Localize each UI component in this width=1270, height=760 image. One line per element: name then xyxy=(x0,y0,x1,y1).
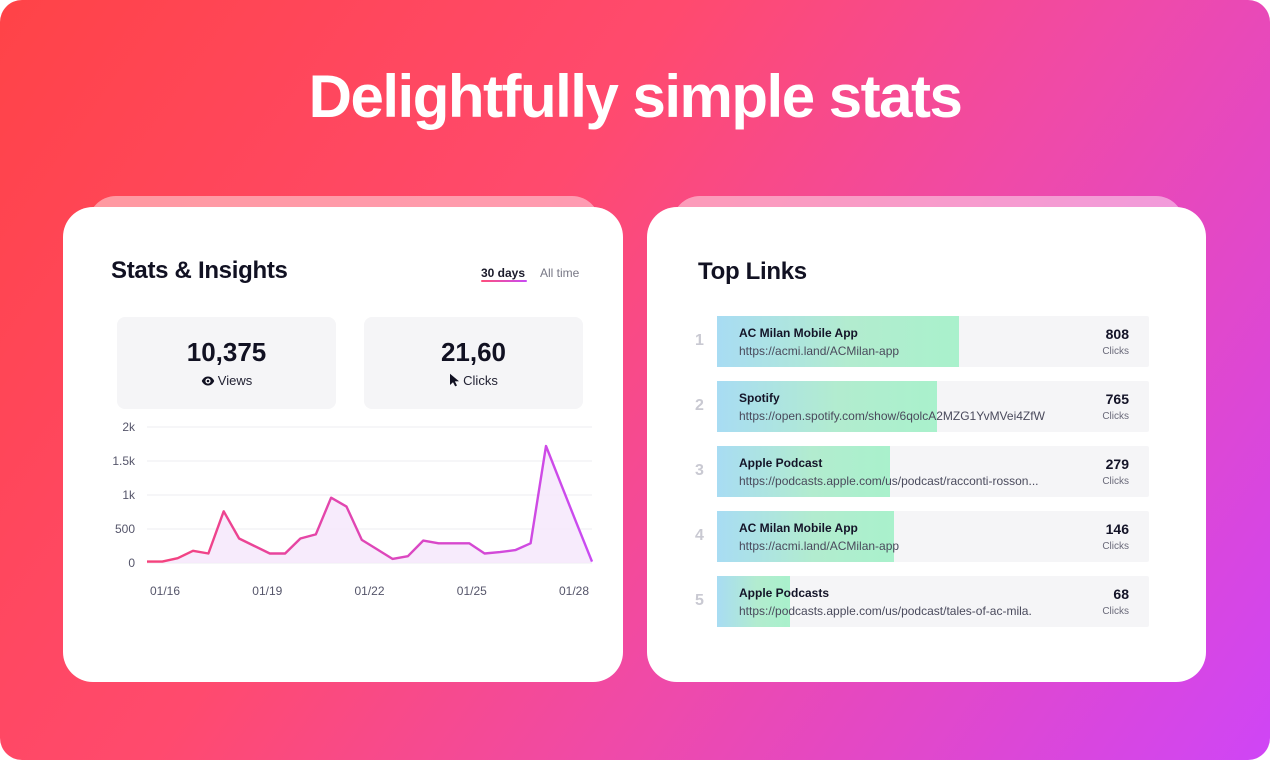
top-link-bar xyxy=(717,446,890,497)
chart-x-tick-label: 01/22 xyxy=(354,584,384,598)
chart-x-tick-label: 01/19 xyxy=(252,584,282,598)
chart-x-tick-label: 01/28 xyxy=(559,584,589,598)
top-link-url: https://acmi.land/ACMilan-app xyxy=(739,539,900,553)
top-link-url: https://open.spotify.com/show/6qolcA2MZG… xyxy=(739,409,1045,423)
chart-x-axis: 01/16 01/19 01/22 01/25 01/28 xyxy=(150,584,589,598)
top-link-clicks: 68 xyxy=(1113,586,1129,602)
top-link-rank: 1 xyxy=(695,332,704,349)
top-link-clicks-label: Clicks xyxy=(1102,476,1129,487)
headline: Delightfully simple stats xyxy=(308,63,963,130)
top-link-bar xyxy=(717,576,791,627)
chart-area-fill xyxy=(147,446,592,563)
views-label-row: Views xyxy=(117,373,336,388)
range-tab-30-days[interactable]: 30 days xyxy=(481,266,526,280)
top-link-url: https://podcasts.apple.com/us/podcast/ta… xyxy=(739,604,1032,618)
chart-y-tick-label: 1.5k xyxy=(113,454,136,468)
top-link-name: AC Milan Mobile App xyxy=(739,521,858,535)
stats-card: Stats & Insights 30 days All time 10,375… xyxy=(63,207,623,682)
clicks-metric: 21,60 Clicks xyxy=(364,317,583,409)
range-tab-all-time[interactable]: All time xyxy=(540,266,580,280)
views-label: Views xyxy=(217,373,253,388)
views-value: 10,375 xyxy=(186,337,267,367)
chart-y-axis: 2k 1.5k 1k 500 0 xyxy=(113,422,136,570)
clicks-label: Clicks xyxy=(463,373,498,388)
chart-x-tick-label: 01/25 xyxy=(457,584,487,598)
stats-title: Stats & Insights xyxy=(111,257,288,284)
chart-series-line xyxy=(147,444,593,563)
top-link-clicks: 765 xyxy=(1105,391,1129,407)
top-link-name: Apple Podcast xyxy=(739,456,823,470)
range-tab-active-indicator xyxy=(481,280,527,282)
chart-x-tick-label: 01/16 xyxy=(150,584,180,598)
top-link-clicks-label: Clicks xyxy=(1102,606,1129,617)
chart-y-tick-label: 0 xyxy=(128,556,135,570)
clicks-value: 21,60 xyxy=(440,337,507,367)
eye-icon xyxy=(201,376,214,386)
top-link-name: Spotify xyxy=(739,391,780,405)
top-link-clicks: 146 xyxy=(1105,521,1129,537)
top-link-name: Apple Podcasts xyxy=(739,586,830,600)
top-link-bar xyxy=(717,511,895,562)
top-link-rank: 5 xyxy=(695,592,704,609)
views-metric: 10,375 Views xyxy=(117,317,336,409)
top-link-clicks: 279 xyxy=(1105,456,1129,472)
top-link-bar xyxy=(717,381,938,432)
top-link-row-5[interactable]: 5 Apple Podcasts https://podcasts.apple.… xyxy=(695,576,1149,627)
top-links-title: Top Links xyxy=(698,258,807,285)
top-link-rank: 4 xyxy=(695,527,704,544)
top-link-name: AC Milan Mobile App xyxy=(739,326,858,340)
top-link-url: https://podcasts.apple.com/us/podcast/ra… xyxy=(739,474,1039,488)
top-link-rank: 3 xyxy=(695,462,704,479)
views-chart: 2k 1.5k 1k 500 0 01/16 01/19 01/22 01/25 01/28 xyxy=(113,422,593,598)
clicks-label-row: Clicks xyxy=(364,373,583,388)
top-links-card: Top Links 1 AC Milan Mobile App https://… xyxy=(647,207,1206,682)
top-link-clicks: 808 xyxy=(1105,326,1129,342)
top-link-bar xyxy=(717,316,959,367)
top-link-rank: 2 xyxy=(695,397,704,414)
top-link-clicks-label: Clicks xyxy=(1102,411,1129,422)
top-link-row-1[interactable]: 1 AC Milan Mobile App https://acmi.land/… xyxy=(695,316,1149,367)
chart-y-tick-label: 500 xyxy=(115,522,135,536)
top-link-url: https://acmi.land/ACMilan-app xyxy=(739,344,900,358)
chart-y-tick-label: 2k xyxy=(122,422,136,434)
cursor-icon xyxy=(450,373,460,387)
top-link-row-3[interactable]: 3 Apple Podcast https://podcasts.apple.c… xyxy=(695,446,1149,497)
top-link-clicks-label: Clicks xyxy=(1102,346,1129,357)
top-link-row-4[interactable]: 4 AC Milan Mobile App https://acmi.land/… xyxy=(695,511,1149,562)
chart-y-tick-label: 1k xyxy=(122,488,136,502)
top-link-clicks-label: Clicks xyxy=(1102,541,1129,552)
top-link-row-2[interactable]: 2 Spotify https://open.spotify.com/show/… xyxy=(695,381,1149,432)
